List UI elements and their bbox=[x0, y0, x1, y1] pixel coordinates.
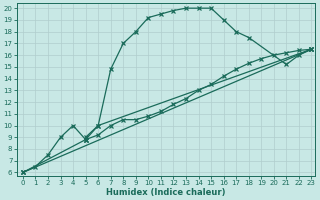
X-axis label: Humidex (Indice chaleur): Humidex (Indice chaleur) bbox=[106, 188, 226, 197]
